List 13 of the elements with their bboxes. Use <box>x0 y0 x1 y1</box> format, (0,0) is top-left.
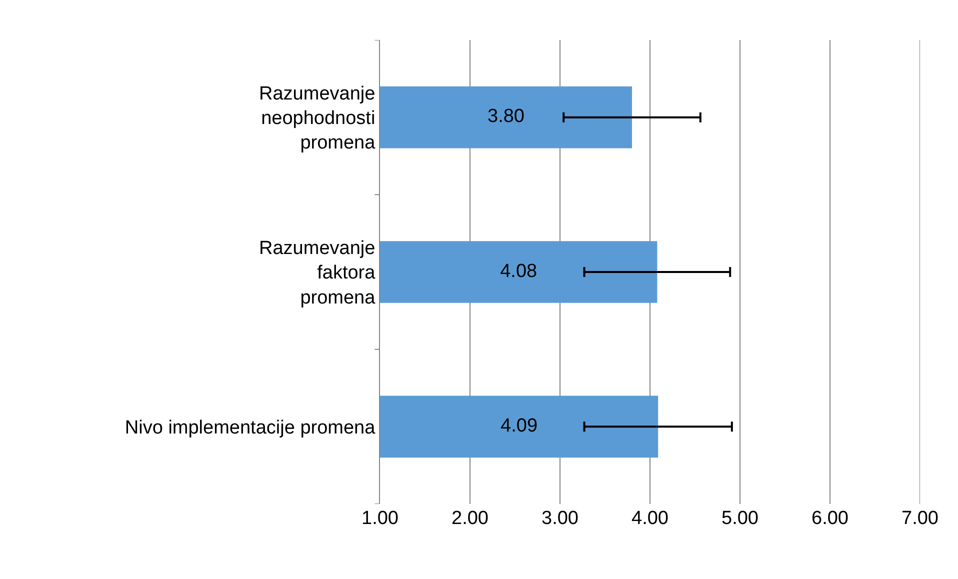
y-tick-label: Razumevanje faktora promena <box>259 238 376 308</box>
x-tick-label: 1.00 <box>362 508 398 529</box>
data-label: 4.09 <box>500 415 538 436</box>
x-tick-label: 4.00 <box>632 508 668 529</box>
x-tick-label: 5.00 <box>722 508 758 529</box>
data-label: 4.08 <box>500 260 538 282</box>
data-label: 3.80 <box>488 106 524 128</box>
x-tick-label: 3.00 <box>542 508 578 529</box>
x-tick-label: 7.00 <box>902 508 938 529</box>
x-tick-label: 2.00 <box>452 508 488 529</box>
x-tick-label: 6.00 <box>812 508 848 529</box>
y-tick-label: Razumevanje neophodnosti promena <box>259 83 376 154</box>
y-tick-label: Nivo implementacije promena <box>124 417 376 438</box>
